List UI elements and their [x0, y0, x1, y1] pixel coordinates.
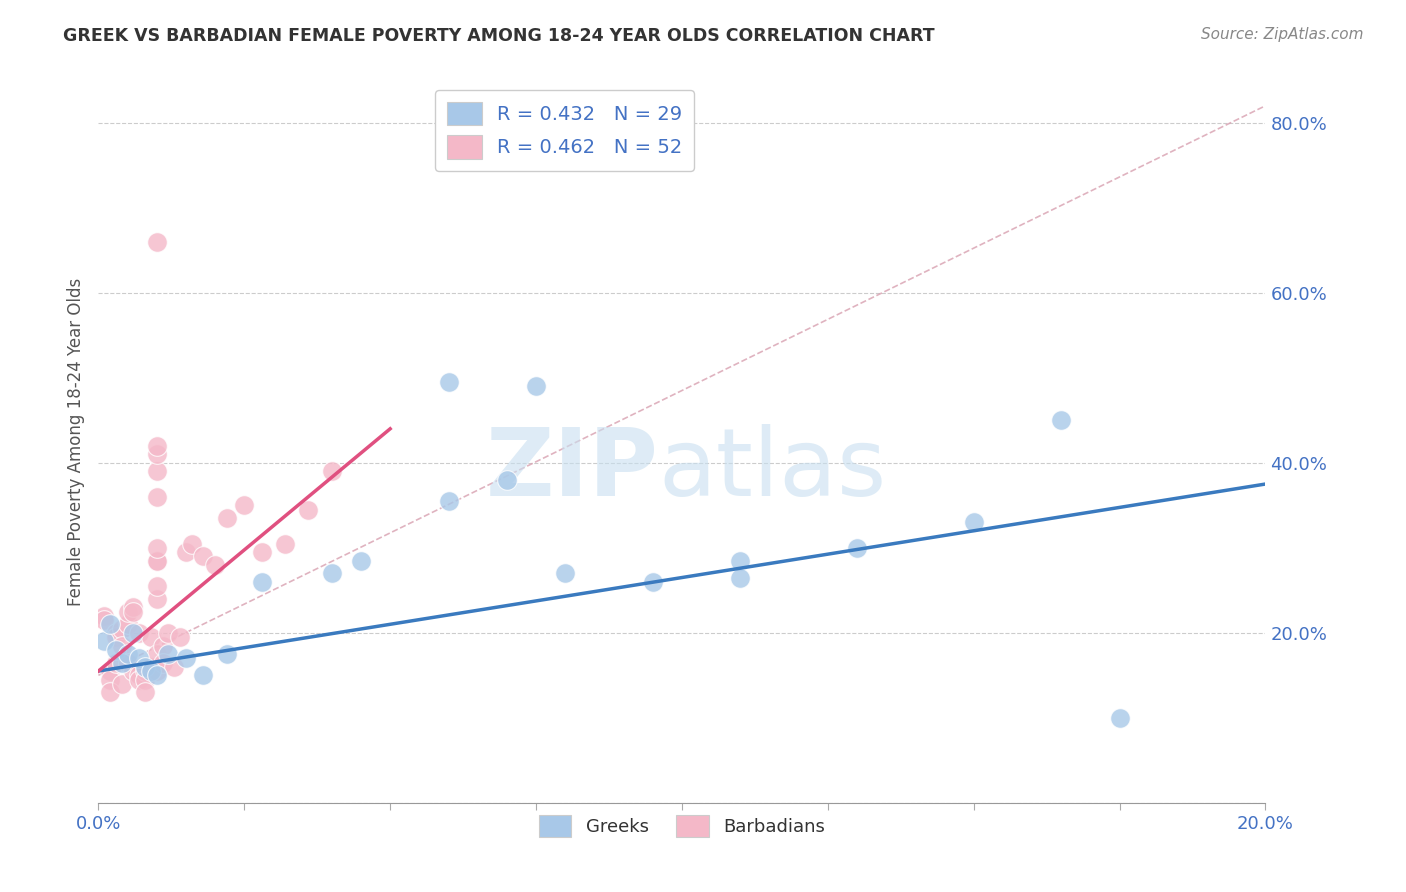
Point	[111, 639, 134, 653]
Point	[146, 235, 169, 249]
Point	[730, 570, 752, 584]
Point	[321, 464, 343, 478]
Point	[93, 634, 115, 648]
Point	[146, 664, 169, 678]
Point	[250, 574, 273, 589]
Text: atlas: atlas	[658, 425, 887, 516]
Point	[122, 600, 145, 615]
Point	[117, 617, 139, 632]
Point	[139, 664, 162, 678]
Point	[554, 566, 576, 581]
Point	[122, 625, 145, 640]
Text: Source: ZipAtlas.com: Source: ZipAtlas.com	[1201, 27, 1364, 42]
Point	[146, 464, 169, 478]
Point	[321, 566, 343, 581]
Point	[93, 608, 115, 623]
Point	[139, 630, 162, 644]
Point	[134, 660, 156, 674]
Point	[846, 541, 869, 555]
Point	[111, 656, 134, 670]
Point	[111, 622, 134, 636]
Point	[152, 639, 174, 653]
Point	[122, 605, 145, 619]
Point	[193, 668, 215, 682]
Point	[496, 473, 519, 487]
Point	[146, 439, 169, 453]
Point	[730, 553, 752, 567]
Point	[139, 660, 162, 674]
Point	[233, 498, 256, 512]
Point	[104, 656, 127, 670]
Point	[174, 651, 197, 665]
Point	[146, 668, 169, 682]
Point	[146, 553, 169, 567]
Point	[128, 651, 150, 665]
Point	[157, 625, 180, 640]
Point	[128, 673, 150, 687]
Point	[104, 630, 127, 644]
Point	[134, 664, 156, 678]
Point	[193, 549, 215, 564]
Point	[157, 647, 180, 661]
Point	[204, 558, 226, 572]
Point	[117, 605, 139, 619]
Point	[215, 647, 238, 661]
Point	[169, 630, 191, 644]
Point	[128, 625, 150, 640]
Point	[146, 447, 169, 461]
Point	[641, 574, 664, 589]
Point	[134, 685, 156, 699]
Point	[962, 516, 984, 530]
Point	[274, 536, 297, 550]
Point	[174, 545, 197, 559]
Point	[163, 660, 186, 674]
Point	[111, 677, 134, 691]
Point	[146, 541, 169, 555]
Point	[104, 642, 127, 657]
Point	[122, 664, 145, 678]
Point	[146, 490, 169, 504]
Point	[93, 613, 115, 627]
Text: ZIP: ZIP	[485, 425, 658, 516]
Point	[98, 664, 121, 678]
Point	[297, 502, 319, 516]
Point	[146, 579, 169, 593]
Point	[437, 494, 460, 508]
Text: GREEK VS BARBADIAN FEMALE POVERTY AMONG 18-24 YEAR OLDS CORRELATION CHART: GREEK VS BARBADIAN FEMALE POVERTY AMONG …	[63, 27, 935, 45]
Point	[1050, 413, 1073, 427]
Point	[146, 647, 169, 661]
Point	[117, 647, 139, 661]
Point	[98, 673, 121, 687]
Point	[98, 617, 121, 632]
Legend: Greeks, Barbadians: Greeks, Barbadians	[531, 808, 832, 845]
Point	[104, 625, 127, 640]
Point	[215, 511, 238, 525]
Point	[146, 553, 169, 567]
Point	[180, 536, 202, 550]
Point	[134, 673, 156, 687]
Point	[128, 668, 150, 682]
Point	[98, 685, 121, 699]
Point	[1108, 711, 1130, 725]
Point	[524, 379, 547, 393]
Y-axis label: Female Poverty Among 18-24 Year Olds: Female Poverty Among 18-24 Year Olds	[66, 277, 84, 606]
Point	[437, 375, 460, 389]
Point	[146, 591, 169, 606]
Point	[117, 656, 139, 670]
Point	[350, 553, 373, 567]
Point	[250, 545, 273, 559]
Point	[152, 656, 174, 670]
